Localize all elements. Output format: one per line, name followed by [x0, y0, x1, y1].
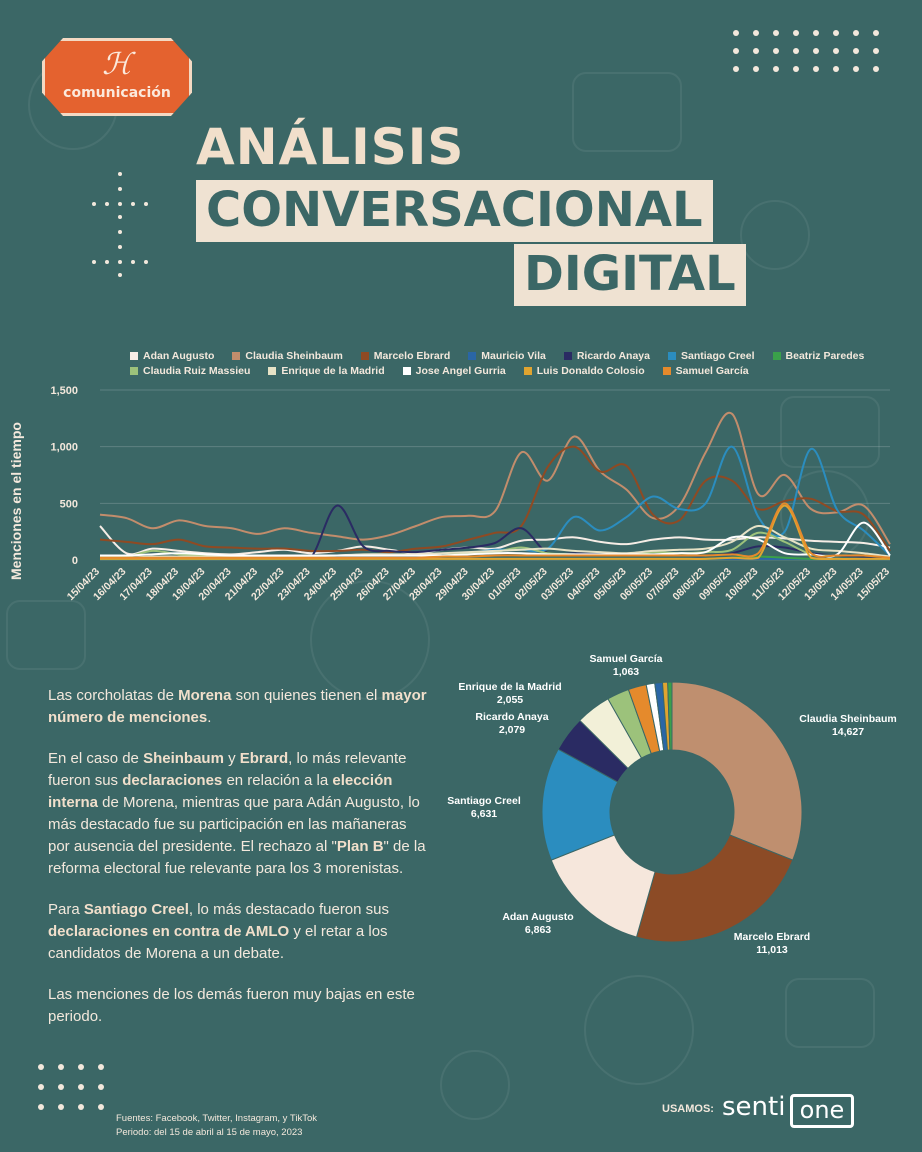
slice-name-label: Ricardo Anaya	[475, 711, 548, 723]
legend-item: Samuel García	[662, 365, 749, 377]
legend-swatch	[402, 367, 411, 375]
legend-swatch	[662, 367, 671, 375]
logo-mark: ℋ	[102, 47, 132, 82]
paragraph-2: En el caso de Sheinbaum y Ebrard, lo más…	[48, 750, 426, 877]
legend-swatch	[772, 352, 781, 360]
paragraph-3: Para Santiago Creel, lo más destacado fu…	[48, 901, 390, 962]
period-line: Periodo: del 15 de abril al 15 de mayo, …	[116, 1127, 303, 1138]
slice-value-label: 6,631	[471, 808, 497, 820]
legend-item: Beatriz Paredes	[772, 350, 865, 362]
slice-value-label: 2,079	[499, 724, 525, 736]
series-line	[99, 502, 891, 559]
slice-name-label: Enrique de la Madrid	[458, 681, 561, 693]
bg-circle-icon	[584, 975, 694, 1085]
series-line	[99, 445, 891, 554]
bg-chat-bubble-icon	[780, 396, 880, 468]
donut-slice	[671, 681, 803, 861]
page-title-line2: CONVERSACIONAL	[196, 180, 713, 242]
paragraph-1: Las corcholatas de Morena son quienes ti…	[48, 687, 427, 726]
page-title-line3: DIGITAL	[514, 244, 746, 306]
series-line	[99, 411, 891, 545]
legend-item: Ricardo Anaya	[563, 350, 650, 362]
bg-circle-icon	[310, 580, 430, 700]
slice-value-label: 2,055	[497, 694, 523, 706]
legend-label: Samuel García	[675, 365, 749, 377]
legend-item: Santiago Creel	[667, 350, 755, 362]
bg-circle-icon	[440, 1050, 510, 1120]
chart-legend: Adan Augusto Claudia Sheinbaum Marcelo Ebr…	[130, 350, 890, 377]
legend-swatch	[563, 352, 572, 360]
sentione-logo-text: senti	[722, 1092, 786, 1122]
paragraph-4: Las menciones de los demás fueron muy ba…	[48, 986, 415, 1025]
legend-label: Ricardo Anaya	[576, 350, 650, 362]
legend-label: Enrique de la Madrid	[281, 365, 385, 377]
legend-label: Claudia Sheinbaum	[245, 350, 343, 362]
legend-item: Claudia Sheinbaum	[232, 350, 343, 362]
legend-swatch	[523, 367, 532, 375]
y-tick-label: 1,500	[50, 385, 78, 397]
legend-item: Mauricio Vila	[468, 350, 546, 362]
legend-label: Claudia Ruiz Massieu	[143, 365, 251, 377]
legend-label: Jose Angel Gurria	[415, 365, 506, 377]
legend-item: Adan Augusto	[130, 350, 214, 362]
usamos-label: USAMOS:	[662, 1103, 714, 1115]
y-tick-label: 500	[60, 498, 78, 510]
dot-grid-decoration	[38, 1064, 104, 1110]
slice-name-label: Adan Augusto	[502, 911, 573, 923]
sources-line: Fuentes: Facebook, Twitter, Instagram, y…	[116, 1113, 317, 1124]
slice-value-label: 14,627	[832, 726, 864, 738]
mentions-line-chart: 05001,0001,50015/04/2316/04/2317/04/2318…	[50, 385, 892, 603]
slice-name-label: Santiago Creel	[447, 795, 521, 807]
slice-value-label: 6,863	[525, 924, 551, 936]
bg-circle-icon	[740, 200, 810, 270]
bg-chat-bubble-icon	[6, 600, 86, 670]
legend-label: Luis Donaldo Colosio	[536, 365, 645, 377]
slice-name-label: Marcelo Ebrard	[734, 931, 810, 943]
donut-slice	[667, 681, 673, 751]
series-line	[99, 525, 891, 556]
legend-label: Beatriz Paredes	[785, 350, 865, 362]
logo-text: comunicación	[63, 85, 171, 101]
y-tick-label: 1,000	[50, 442, 78, 454]
series-line	[99, 524, 891, 559]
series-line	[99, 521, 891, 558]
legend-swatch	[130, 367, 138, 375]
legend-item: Claudia Ruiz Massieu	[130, 365, 250, 377]
slice-name-label: Claudia Sheinbaum	[799, 713, 896, 725]
legend-label: Marcelo Ebrard	[373, 350, 451, 362]
legend-swatch	[468, 352, 477, 360]
legend-item: Jose Angel Gurria	[402, 365, 506, 377]
legend-label: Mauricio Vila	[481, 350, 546, 362]
slice-name-label: Samuel García	[590, 653, 663, 665]
legend-label: Adan Augusto	[143, 350, 215, 362]
legend-item: Enrique de la Madrid	[268, 365, 385, 377]
legend-item: Luis Donaldo Colosio	[523, 365, 645, 377]
legend-swatch	[268, 367, 277, 375]
legend-label: Santiago Creel	[680, 350, 755, 362]
series-line	[100, 504, 890, 561]
analysis-text: Las corcholatas de Morena son quienes ti…	[48, 685, 428, 1047]
legend-swatch	[667, 352, 676, 360]
legend-item: Marcelo Ebrard	[360, 350, 451, 362]
sentione-logo-box: one	[790, 1094, 854, 1128]
slice-value-label: 1,063	[613, 666, 639, 678]
bg-chat-bubble-icon	[572, 72, 682, 152]
legend-swatch	[232, 352, 241, 360]
donut-slice	[635, 834, 794, 943]
series-line	[99, 445, 891, 559]
sources-note: Fuentes: Facebook, Twitter, Instagram, y…	[116, 1112, 317, 1140]
dot-grid-decoration	[733, 30, 879, 72]
y-tick-label: 0	[72, 555, 78, 567]
bg-chat-bubble-icon	[785, 978, 875, 1048]
page-title-line1: ANÁLISIS	[196, 118, 465, 176]
legend-swatch	[360, 352, 369, 360]
slice-value-label: 11,013	[756, 944, 788, 956]
dot-cross-decoration	[92, 172, 148, 279]
brand-logo: ℋ comunicación	[42, 38, 192, 116]
legend-swatch	[130, 352, 138, 360]
y-axis-label: Menciones en el tiempo	[8, 422, 24, 580]
